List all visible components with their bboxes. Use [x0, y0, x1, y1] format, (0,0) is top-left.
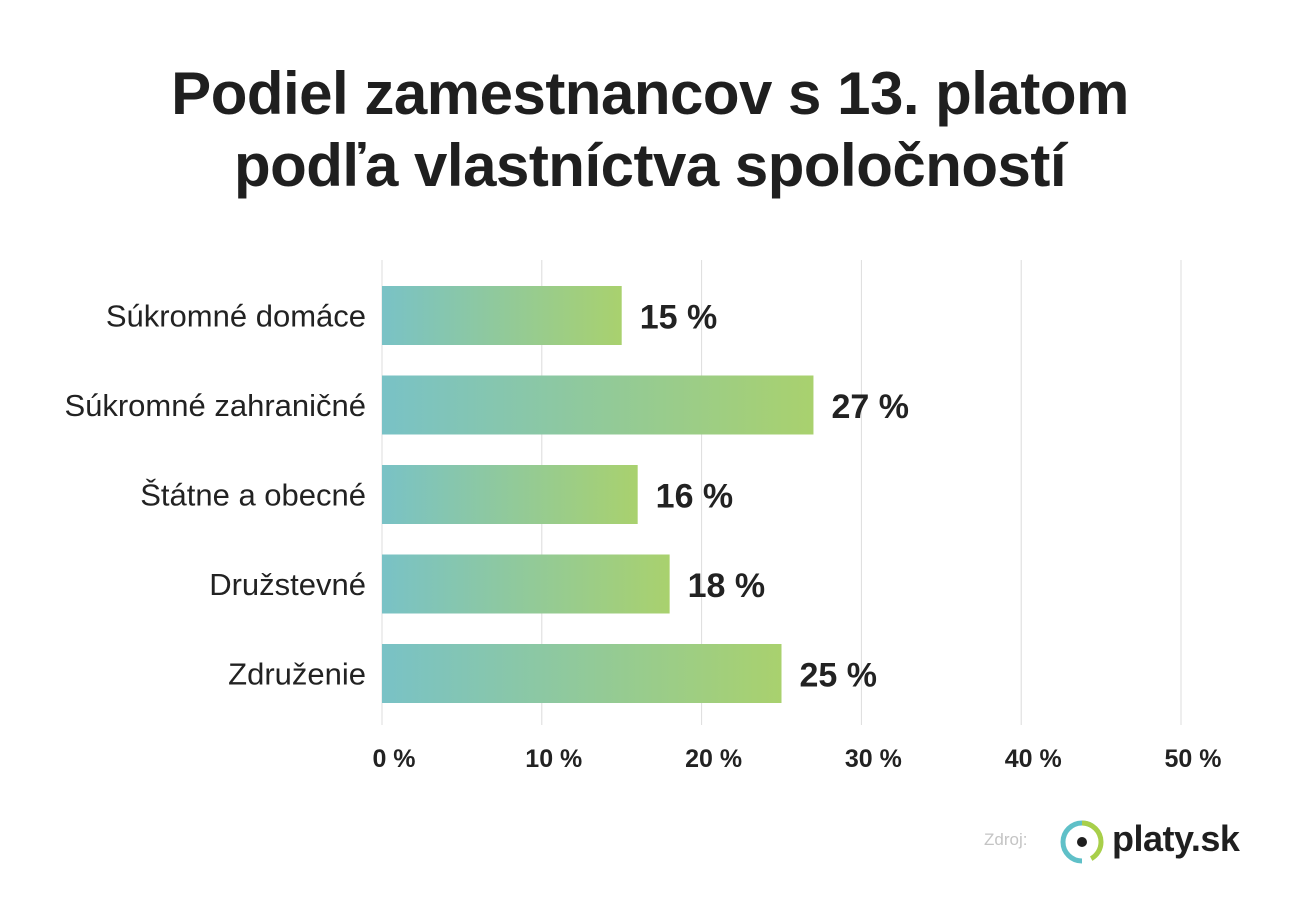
- value-label-1: 27 %: [831, 388, 909, 426]
- bar-3: [382, 554, 670, 614]
- logo-text[interactable]: platy.sk: [1112, 818, 1240, 859]
- category-label-0: Súkromné domáce: [106, 299, 366, 334]
- chart-title-line-1: Podiel zamestnancov s 13. platom: [171, 60, 1129, 127]
- value-label-2: 16 %: [656, 478, 734, 516]
- value-label-0: 15 %: [640, 299, 718, 337]
- value-label-3: 18 %: [688, 567, 766, 605]
- source-label: Zdroj:: [984, 830, 1028, 849]
- x-tick-label-10: 10 %: [525, 745, 582, 773]
- bar-0: [382, 286, 622, 345]
- value-label-4: 25 %: [800, 657, 878, 695]
- bar-chart: Súkromné domáce Súkromné zahraničné Štátne…: [64, 260, 1221, 773]
- bar-4: [382, 644, 782, 703]
- x-tick-label-0: 0 %: [372, 745, 415, 773]
- value-labels: 15 % 27 % 16 % 18 % 25 %: [640, 299, 909, 695]
- category-label-1: Súkromné zahraničné: [64, 388, 366, 423]
- platy-logo-icon: [1060, 820, 1104, 864]
- category-labels: Súkromné domáce Súkromné zahraničné Štátne…: [64, 299, 366, 692]
- x-tick-label-50: 50 %: [1165, 745, 1222, 773]
- bar-1: [382, 375, 814, 435]
- x-tick-label-40: 40 %: [1005, 745, 1062, 773]
- category-label-2: Štátne a obecné: [140, 478, 366, 513]
- x-tick-label-20: 20 %: [685, 745, 742, 773]
- chart-title-line-2: podľa vlastníctva spoločností: [233, 132, 1067, 199]
- x-tick-labels: 0 % 10 % 20 % 30 % 40 % 50 %: [372, 745, 1221, 773]
- category-label-3: Družstevné: [209, 567, 366, 602]
- bars: [382, 286, 814, 703]
- bar-2: [382, 465, 638, 524]
- category-label-4: Združenie: [228, 657, 366, 692]
- chart-title: Podiel zamestnancov s 13. platom podľa v…: [0, 58, 1300, 202]
- x-tick-label-30: 30 %: [845, 745, 902, 773]
